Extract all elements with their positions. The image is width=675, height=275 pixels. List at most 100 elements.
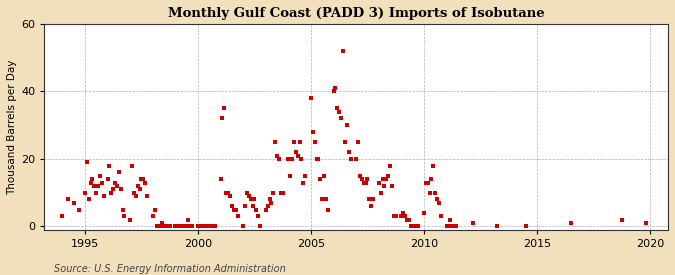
- Point: [335, 116, 346, 121]
- Point: [63, 197, 74, 202]
- Point: [321, 197, 331, 202]
- Point: [138, 177, 148, 181]
- Point: [423, 180, 433, 185]
- Point: [171, 224, 182, 229]
- Point: [447, 224, 458, 229]
- Point: [362, 177, 373, 181]
- Point: [242, 191, 252, 195]
- Point: [451, 224, 462, 229]
- Point: [219, 106, 230, 111]
- Point: [368, 197, 379, 202]
- Point: [364, 197, 375, 202]
- Point: [430, 191, 441, 195]
- Point: [261, 207, 271, 212]
- Point: [132, 184, 143, 188]
- Point: [99, 194, 109, 198]
- Point: [379, 184, 389, 188]
- Point: [389, 214, 400, 218]
- Point: [400, 214, 410, 218]
- Point: [183, 218, 194, 222]
- Point: [309, 140, 320, 144]
- Point: [97, 180, 107, 185]
- Point: [209, 224, 220, 229]
- Point: [290, 150, 301, 154]
- Point: [223, 191, 234, 195]
- Point: [262, 204, 273, 208]
- Point: [428, 163, 439, 168]
- Point: [300, 174, 310, 178]
- Point: [247, 204, 258, 208]
- Point: [418, 211, 429, 215]
- Point: [434, 200, 445, 205]
- Point: [360, 180, 371, 185]
- Point: [641, 221, 651, 225]
- Point: [254, 224, 265, 229]
- Point: [204, 224, 215, 229]
- Point: [315, 177, 326, 181]
- Point: [266, 200, 277, 205]
- Y-axis label: Thousand Barrels per Day: Thousand Barrels per Day: [7, 59, 17, 194]
- Point: [85, 180, 96, 185]
- Point: [238, 224, 248, 229]
- Text: Source: U.S. Energy Information Administration: Source: U.S. Energy Information Administ…: [54, 264, 286, 274]
- Point: [149, 207, 160, 212]
- Point: [108, 187, 119, 191]
- Point: [351, 157, 362, 161]
- Point: [180, 224, 190, 229]
- Point: [406, 224, 416, 229]
- Point: [198, 224, 209, 229]
- Point: [383, 174, 394, 178]
- Point: [330, 86, 341, 90]
- Point: [178, 224, 188, 229]
- Point: [352, 140, 363, 144]
- Point: [113, 170, 124, 175]
- Point: [140, 180, 151, 185]
- Point: [311, 157, 322, 161]
- Point: [117, 207, 128, 212]
- Point: [84, 197, 95, 202]
- Point: [68, 200, 79, 205]
- Point: [334, 109, 345, 114]
- Point: [192, 224, 203, 229]
- Point: [390, 214, 401, 218]
- Point: [342, 123, 352, 127]
- Point: [194, 224, 205, 229]
- Point: [338, 49, 348, 53]
- Point: [182, 224, 192, 229]
- Point: [373, 180, 384, 185]
- Point: [387, 184, 398, 188]
- Point: [283, 157, 294, 161]
- Point: [226, 204, 237, 208]
- Point: [424, 191, 435, 195]
- Point: [130, 194, 141, 198]
- Point: [228, 207, 239, 212]
- Title: Monthly Gulf Coast (PADD 3) Imports of Isobutane: Monthly Gulf Coast (PADD 3) Imports of I…: [168, 7, 545, 20]
- Point: [221, 191, 232, 195]
- Point: [270, 140, 281, 144]
- Point: [426, 177, 437, 181]
- Point: [147, 214, 158, 218]
- Point: [89, 184, 100, 188]
- Point: [313, 157, 324, 161]
- Point: [187, 224, 198, 229]
- Point: [385, 163, 396, 168]
- Point: [566, 221, 576, 225]
- Point: [404, 218, 414, 222]
- Point: [468, 221, 479, 225]
- Point: [173, 224, 184, 229]
- Point: [271, 153, 282, 158]
- Point: [111, 184, 122, 188]
- Point: [492, 224, 503, 229]
- Point: [106, 191, 117, 195]
- Point: [407, 224, 418, 229]
- Point: [381, 177, 392, 181]
- Point: [91, 191, 102, 195]
- Point: [413, 224, 424, 229]
- Point: [163, 224, 173, 229]
- Point: [136, 177, 147, 181]
- Point: [109, 180, 120, 185]
- Point: [298, 180, 309, 185]
- Point: [377, 177, 388, 181]
- Point: [129, 191, 140, 195]
- Point: [232, 214, 243, 218]
